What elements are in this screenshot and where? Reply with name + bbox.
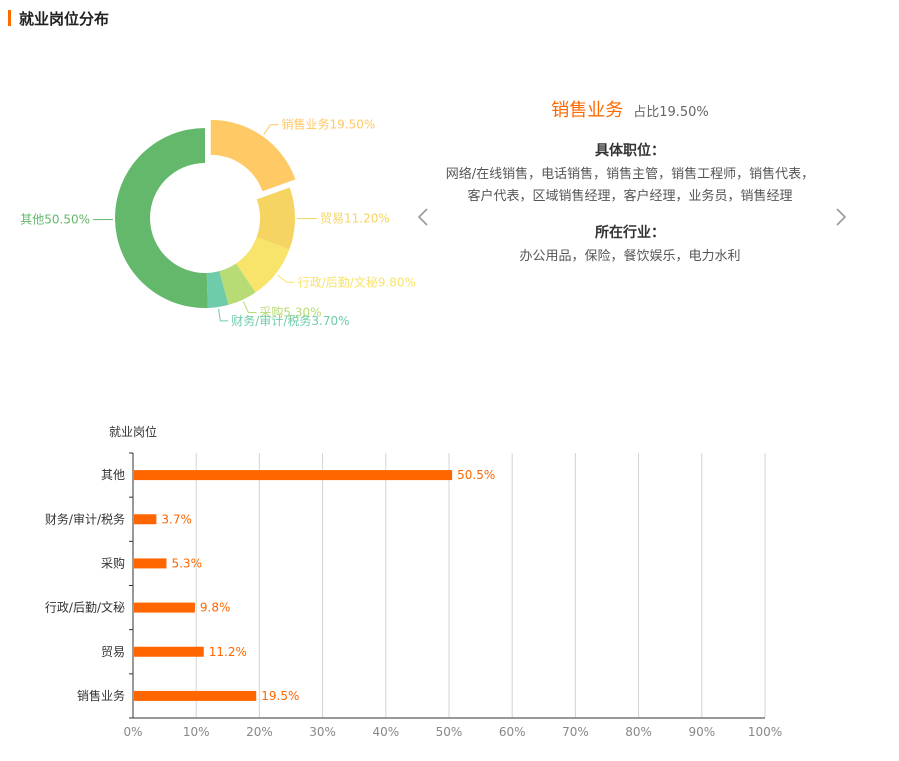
bar[interactable] xyxy=(134,470,453,481)
bar[interactable] xyxy=(134,558,167,569)
x-tick-label: 100% xyxy=(748,725,782,739)
slice-label: 贸易11.20% xyxy=(320,212,390,226)
bar[interactable] xyxy=(134,602,195,613)
bar-value-label: 11.2% xyxy=(209,645,247,659)
industries-title: 所在行业： xyxy=(595,225,665,241)
chevron-left-icon[interactable] xyxy=(416,206,430,228)
slice-label: 行政/后勤/文秘9.80% xyxy=(298,274,416,289)
y-tick-label: 其他 xyxy=(101,468,125,482)
donut-slice[interactable] xyxy=(256,187,295,250)
bar-chart: 就业岗位 0% 10% 20% 30% 40% 50% 60% 70% 80% 90% 100% 其他 5… xyxy=(45,424,782,739)
bar[interactable] xyxy=(134,646,204,657)
x-tick-label: 50% xyxy=(436,725,463,739)
donut-slice[interactable] xyxy=(210,119,296,192)
x-tick-label: 40% xyxy=(372,725,399,739)
y-axis-title: 就业岗位 xyxy=(109,424,157,439)
y-tick-label: 贸易 xyxy=(101,645,125,659)
donut-slice[interactable] xyxy=(219,263,256,305)
y-tick-label: 行政/后勤/文秘 xyxy=(45,600,125,615)
x-tick-label: 60% xyxy=(499,725,526,739)
job-name: 销售业务 xyxy=(551,100,624,121)
y-tick-label: 销售业务 xyxy=(77,688,125,703)
x-tick-label: 90% xyxy=(688,725,715,739)
title-accent-bar xyxy=(8,10,11,26)
bar[interactable] xyxy=(134,514,157,525)
donut-slice[interactable] xyxy=(115,128,208,308)
section-title-text: 就业岗位分布 xyxy=(19,9,110,28)
positions-text: 网络/在线销售，电话销售，销售主管，销售工程师，销售代表，客户代表，区域销售经理… xyxy=(445,167,815,204)
industries-text: 办公用品，保险，餐饮娱乐，电力水利 xyxy=(519,249,741,264)
x-tick-label: 70% xyxy=(562,725,589,739)
bar-value-label: 19.5% xyxy=(261,689,299,703)
x-tick-label: 30% xyxy=(309,725,336,739)
donut-slice[interactable] xyxy=(206,271,229,308)
x-tick-label: 0% xyxy=(123,725,142,739)
x-tick-label: 80% xyxy=(625,725,652,739)
label-leader-line xyxy=(242,301,257,314)
slice-label: 销售业务19.50% xyxy=(282,117,376,132)
x-tick-label: 20% xyxy=(246,725,273,739)
y-tick-label: 采购 xyxy=(101,555,125,570)
x-tick-label: 10% xyxy=(183,725,210,739)
chevron-right-icon[interactable] xyxy=(834,206,848,228)
donut-slice[interactable] xyxy=(235,237,290,293)
bar-value-label: 5.3% xyxy=(171,556,202,570)
slice-label: 采购5.30% xyxy=(259,305,321,320)
bar[interactable] xyxy=(134,690,257,701)
bar-value-label: 3.7% xyxy=(161,512,192,526)
bar-value-label: 50.5% xyxy=(457,468,495,482)
job-detail-panel: 销售业务 占比19.50% 具体职位： 网络/在线销售，电话销售，销售主管，销售… xyxy=(440,96,820,268)
label-leader-line xyxy=(218,308,229,322)
slice-label: 其他50.50% xyxy=(20,213,90,227)
job-share: 占比19.50% xyxy=(633,105,709,120)
bar-value-label: 9.8% xyxy=(200,601,231,615)
donut-chart: 销售业务19.50% 贸易11.20% 行政/后勤/文秘9.80% 采购5.30%财务… xyxy=(20,117,416,328)
positions-title: 具体职位： xyxy=(595,143,665,159)
slice-label: 财务/审计/税务3.70% xyxy=(231,313,349,328)
label-leader-line xyxy=(277,274,295,283)
section-title: 就业岗位分布 xyxy=(8,9,110,28)
y-tick-label: 财务/审计/税务 xyxy=(45,511,125,526)
label-leader-line xyxy=(263,124,279,135)
job-detail-header: 销售业务 占比19.50% xyxy=(440,96,820,122)
